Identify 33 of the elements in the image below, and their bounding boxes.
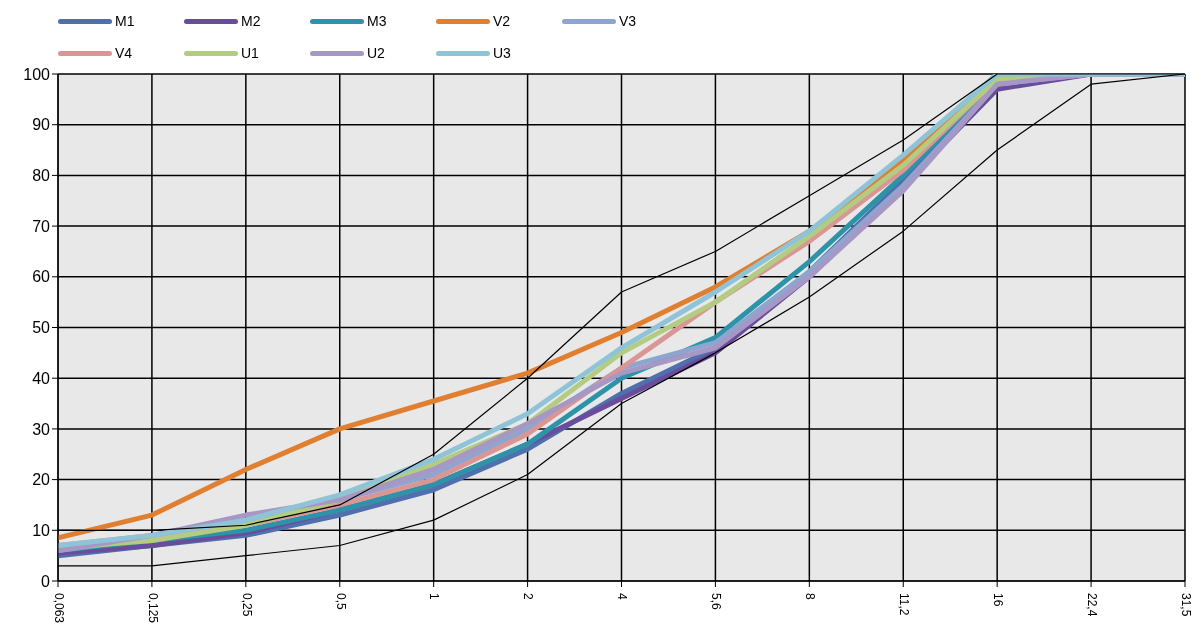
y-tick-label: 10 bbox=[32, 521, 51, 539]
x-tick-label: 5,6 bbox=[709, 593, 724, 611]
legend-label: U1 bbox=[241, 45, 259, 61]
x-tick-label: 1 bbox=[427, 593, 442, 600]
y-tick-label: 70 bbox=[32, 217, 51, 235]
x-tick-label: 0,5 bbox=[333, 593, 348, 611]
legend-label: M2 bbox=[241, 13, 261, 29]
x-tick-label: 31,5 bbox=[1178, 593, 1193, 617]
x-tick-label: 16 bbox=[990, 593, 1005, 607]
x-tick-label: 4 bbox=[615, 593, 630, 600]
y-tick-label: 20 bbox=[32, 471, 51, 489]
legend-label: V3 bbox=[619, 13, 637, 29]
x-tick-label: 0,063 bbox=[51, 593, 66, 624]
x-tick-label: 2 bbox=[521, 593, 536, 600]
x-tick-label: 22,4 bbox=[1084, 593, 1099, 617]
y-tick-label: 50 bbox=[32, 319, 51, 337]
legend-label: U3 bbox=[493, 45, 511, 61]
legend-label: V2 bbox=[493, 13, 511, 29]
y-tick-label: 0 bbox=[41, 572, 51, 590]
legend-label: V4 bbox=[115, 45, 133, 61]
y-tick-label: 90 bbox=[32, 116, 51, 134]
y-tick-label: 60 bbox=[32, 268, 51, 286]
legend-label: M1 bbox=[115, 13, 135, 29]
y-tick-label: 80 bbox=[32, 167, 51, 185]
y-tick-label: 100 bbox=[23, 65, 51, 83]
x-tick-label: 8 bbox=[803, 593, 818, 600]
legend-label: M3 bbox=[367, 13, 387, 29]
y-tick-label: 40 bbox=[32, 369, 51, 387]
x-tick-label: 0,125 bbox=[145, 593, 160, 624]
x-tick-label: 11,2 bbox=[897, 593, 912, 616]
y-tick-label: 30 bbox=[32, 420, 51, 438]
legend-label: U2 bbox=[367, 45, 385, 61]
x-tick-label: 0,25 bbox=[239, 593, 254, 617]
